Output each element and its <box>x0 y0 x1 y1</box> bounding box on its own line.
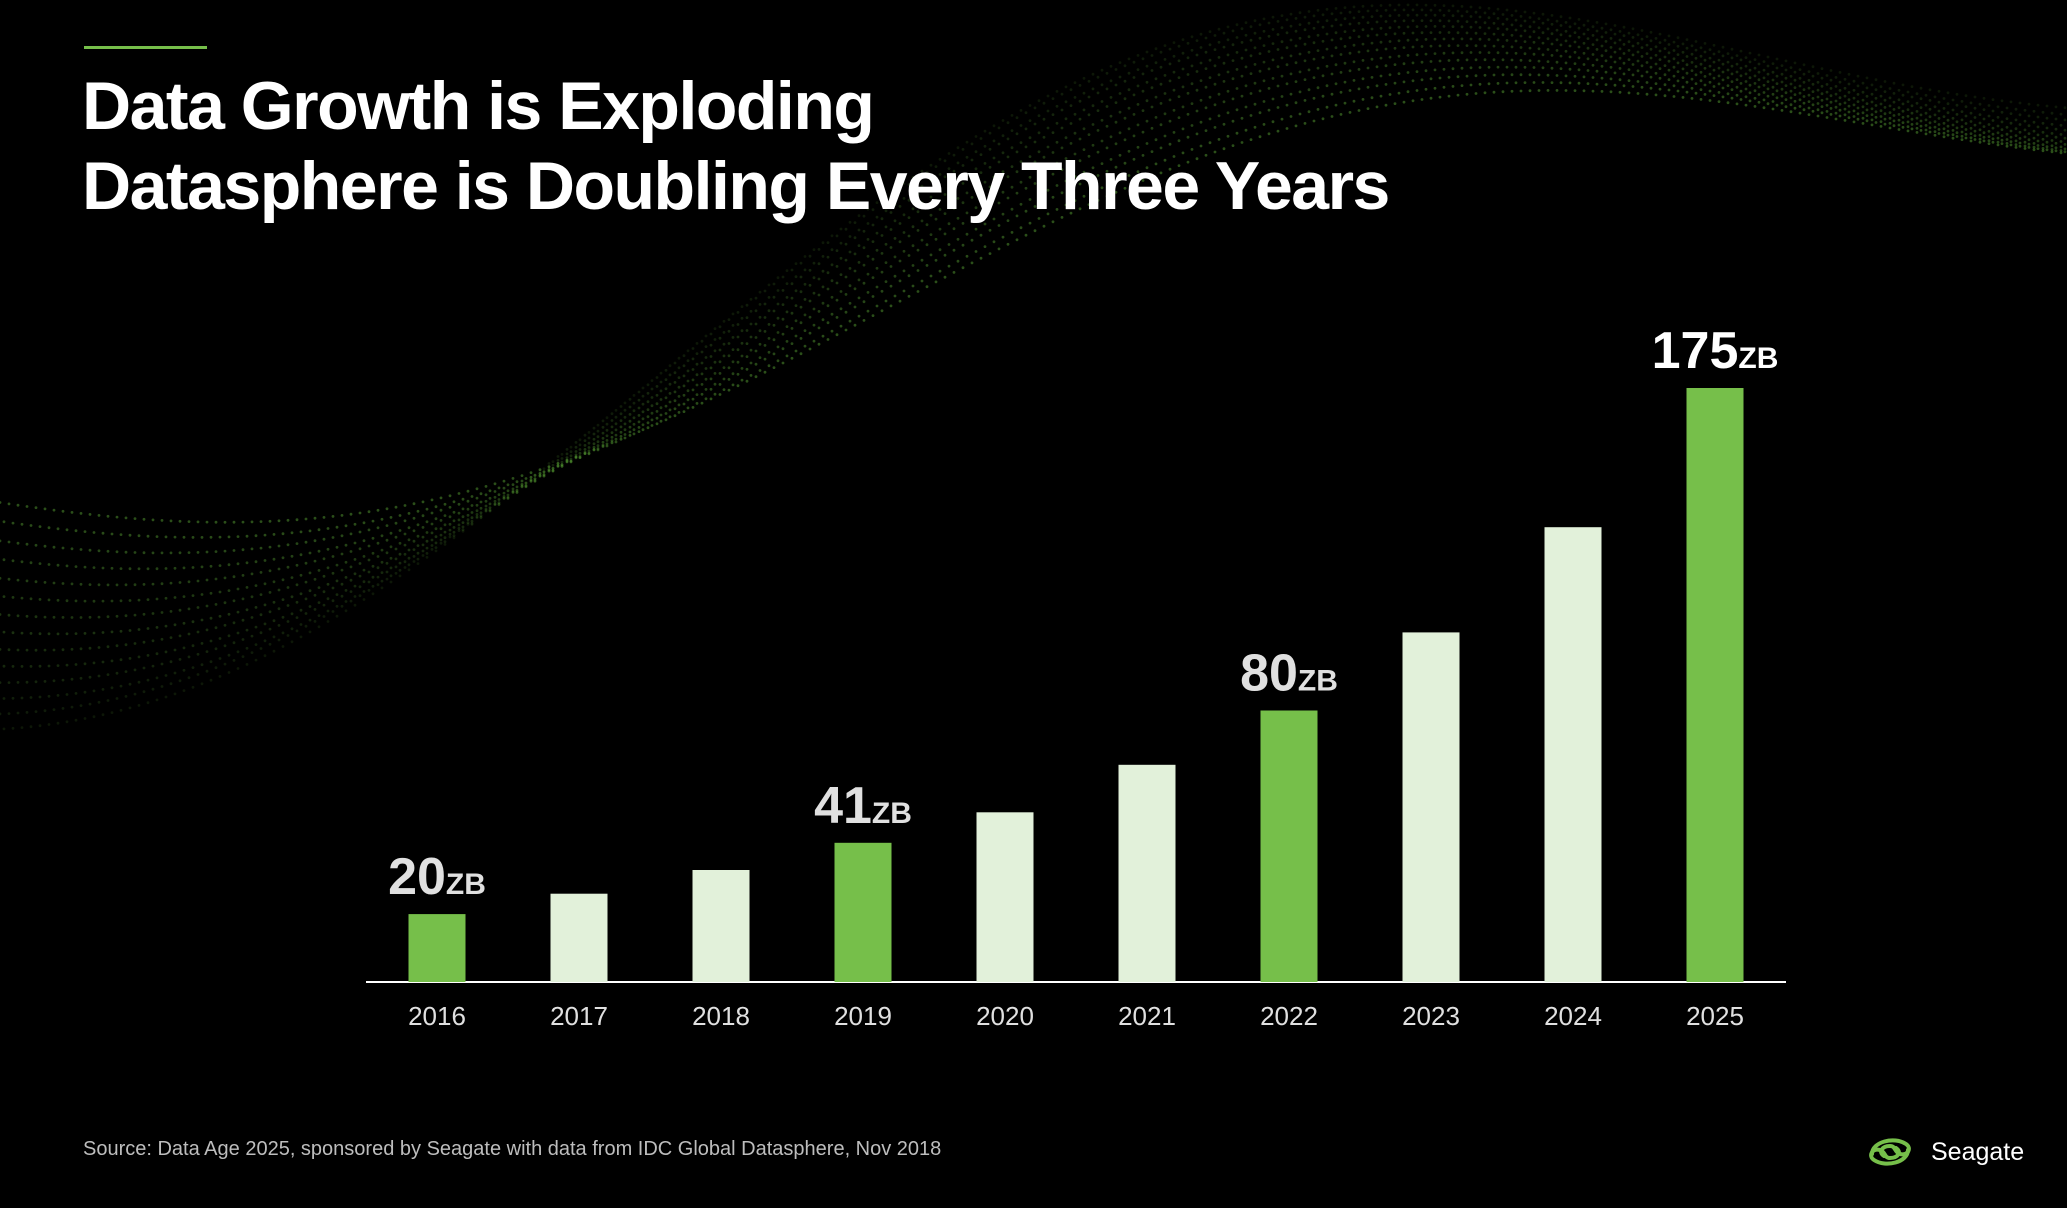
wave-dots <box>0 3 2067 731</box>
x-tick-label-2024: 2024 <box>1544 1001 1602 1031</box>
data-label-2016: 20ZB <box>388 848 486 906</box>
x-tick-label-2016: 2016 <box>408 1001 466 1031</box>
bar-2019 <box>834 842 892 982</box>
title-line-2: Datasphere is Doubling Every Three Years <box>82 148 1390 224</box>
brand-name: Seagate <box>1931 1137 2025 1166</box>
source-note: Source: Data Age 2025, sponsored by Seag… <box>83 1138 942 1160</box>
bar-2021 <box>1118 764 1176 982</box>
x-tick-label-2023: 2023 <box>1402 1001 1460 1031</box>
brand: Seagate <box>1866 1132 2024 1172</box>
title-line-1: Data Growth is Exploding <box>82 68 875 144</box>
x-tick-label-2020: 2020 <box>976 1001 1034 1031</box>
bar-2020 <box>976 812 1034 982</box>
bar-2024 <box>1544 527 1602 982</box>
bar-2016 <box>408 914 466 982</box>
bar-2017 <box>550 893 608 982</box>
bar-2018 <box>692 870 750 982</box>
x-tick-label-2019: 2019 <box>834 1001 892 1031</box>
x-tick-label-2017: 2017 <box>550 1001 608 1031</box>
title-accent-line <box>84 46 207 49</box>
x-tick-label-2025: 2025 <box>1686 1001 1744 1031</box>
data-label-2022: 80ZB <box>1240 645 1338 703</box>
seagate-swirl-icon <box>1869 1138 1911 1166</box>
data-label-2019: 41ZB <box>814 777 912 835</box>
page-title: Data Growth is Exploding Datasphere is D… <box>82 66 1390 226</box>
bar-2023 <box>1402 632 1460 982</box>
x-tick-label-2021: 2021 <box>1118 1001 1176 1031</box>
data-label-2025: 175ZB <box>1652 322 1779 380</box>
bar-2025 <box>1686 388 1744 982</box>
bar-2022 <box>1260 710 1318 982</box>
x-tick-label-2018: 2018 <box>692 1001 750 1031</box>
x-tick-label-2022: 2022 <box>1260 1001 1318 1031</box>
